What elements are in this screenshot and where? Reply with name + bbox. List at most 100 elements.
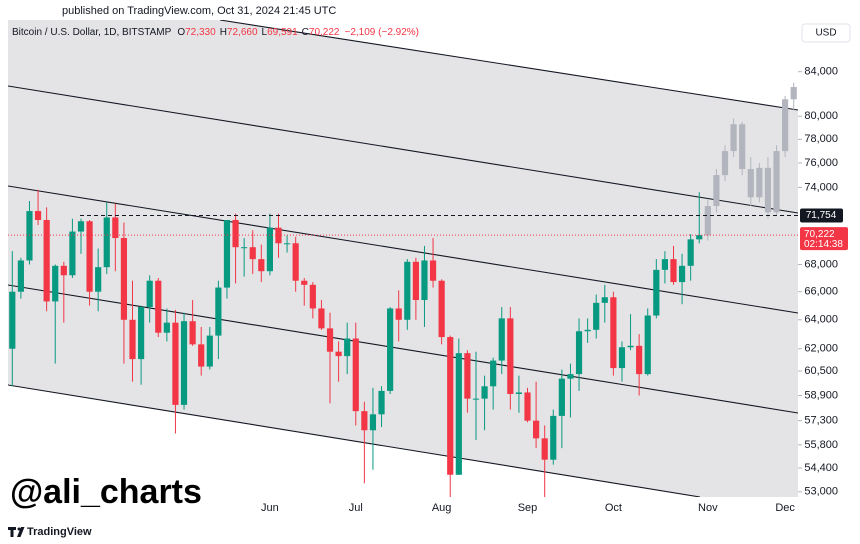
candle-body: [421, 260, 428, 301]
candle-body: [490, 360, 497, 387]
candle-body: [447, 337, 454, 475]
x-tick-label: Nov: [698, 502, 718, 514]
candle-body: [155, 280, 162, 333]
y-tick-label: 80,000: [804, 110, 838, 122]
candle-body: [180, 321, 188, 405]
candle-body: [241, 247, 248, 249]
candle-body: [524, 392, 531, 421]
candle-body: [756, 167, 763, 198]
legend-key: H: [220, 27, 227, 38]
candle-body: [464, 353, 471, 399]
candle-body: [687, 239, 694, 266]
candle-body: [86, 221, 93, 292]
candle-body: [550, 415, 557, 460]
candle-body: [69, 231, 76, 276]
watermark: @ali_charts: [10, 473, 202, 511]
legend-key: L: [262, 27, 268, 38]
y-tick-label: 76,000: [804, 157, 838, 169]
candle-body: [95, 267, 102, 292]
candle-body: [60, 265, 67, 276]
candle-body: [730, 124, 737, 152]
candle-body: [17, 260, 24, 292]
candle-body: [326, 328, 334, 352]
candle-body: [198, 344, 205, 367]
candle-body: [138, 307, 145, 360]
candle-body: [266, 227, 273, 272]
candle-body: [172, 322, 179, 405]
candle-body: [773, 151, 780, 213]
legend-value: 70,222: [309, 27, 340, 38]
x-tick-label: Aug: [432, 502, 452, 514]
candle-body: [163, 322, 170, 333]
candle-body: [721, 151, 729, 176]
y-tick-label: 62,000: [804, 343, 838, 355]
y-tick-label: 53,000: [804, 486, 838, 498]
candle-body: [258, 259, 265, 272]
candle-body: [764, 167, 772, 213]
y-tick-label: 54,400: [804, 462, 838, 474]
channel: [8, 20, 798, 497]
candle-body: [696, 235, 703, 240]
footer-logo: [8, 527, 25, 537]
legend-key: O: [177, 27, 185, 38]
channel-line: [8, 284, 798, 414]
channel-fill: [8, 20, 798, 497]
candle-body: [129, 319, 136, 360]
candle-body: [713, 175, 720, 207]
x-tick-label: Oct: [605, 502, 622, 514]
footer: TradingView: [27, 526, 92, 538]
candle-body: [610, 297, 617, 369]
candle-body: [412, 261, 419, 301]
currency[interactable]: USD: [815, 28, 836, 39]
candle-body: [146, 280, 153, 308]
overlay: 53,000 54,400 55,800 57,300 58,900 60,500 62,0…: [8, 66, 848, 514]
y-tick-label: 64,000: [804, 314, 838, 326]
candle-body: [747, 169, 754, 198]
candle-body: [344, 338, 351, 357]
candle-body: [387, 308, 394, 391]
logo-dot: [17, 527, 21, 531]
y-tick-label: 66,000: [804, 286, 838, 298]
candle-body: [112, 217, 119, 239]
candle-body: [567, 374, 574, 379]
candle-body: [653, 269, 660, 316]
candle-body: [498, 318, 505, 361]
y-tick-label: 60,500: [804, 365, 838, 377]
candle-body: [541, 438, 548, 460]
candle-body: [438, 280, 445, 338]
candle-body: [636, 345, 643, 375]
candle-body: [670, 259, 677, 283]
y-tick-label: 84,000: [804, 66, 838, 78]
candle-body: [292, 243, 299, 281]
candle-body: [790, 87, 797, 100]
x-tick-label: Dec: [775, 502, 795, 514]
legend-value: 72,330: [185, 27, 216, 38]
candle-body: [283, 243, 291, 245]
currency-box[interactable]: [801, 23, 851, 43]
candle-body: [627, 345, 634, 348]
candle-body: [249, 247, 256, 260]
last-price-box: [800, 227, 848, 251]
candle-body: [739, 124, 746, 170]
candle-body: [378, 390, 385, 415]
legend-key: C: [302, 27, 309, 38]
candle-body: [34, 211, 42, 220]
candle-body: [43, 219, 50, 302]
candle-body: [584, 329, 591, 332]
candle-body: [301, 280, 308, 285]
channel-line: [219, 20, 798, 111]
legend-change: −2,109 (−2.92%): [345, 27, 420, 38]
candle-body: [232, 219, 239, 248]
candle-body: [429, 260, 437, 281]
candle-body: [206, 335, 213, 367]
y-tick-label: 58,900: [804, 389, 838, 401]
candle-body: [575, 331, 583, 375]
candle-body: [455, 353, 462, 475]
candle-body: [26, 211, 33, 261]
candle-body: [593, 302, 600, 330]
candle-body: [533, 420, 540, 439]
candle-body: [77, 221, 85, 232]
candle-body: [9, 291, 16, 349]
candle-body: [395, 308, 402, 320]
candle-body: [223, 219, 231, 288]
